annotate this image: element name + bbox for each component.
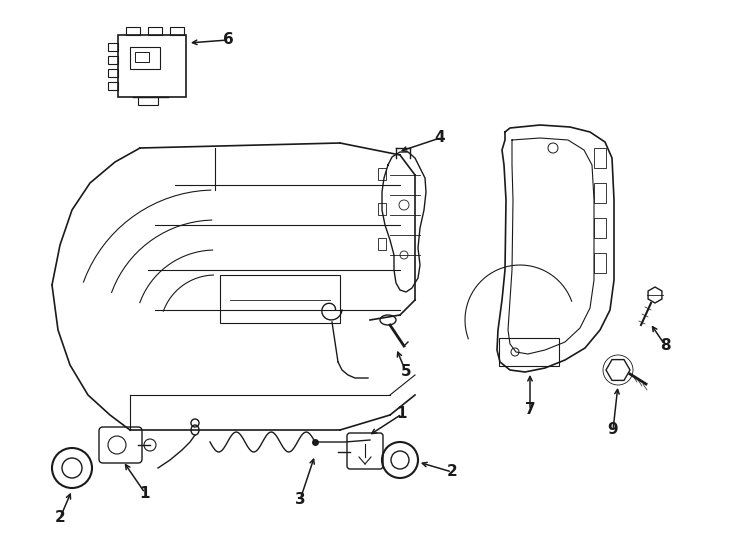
Bar [108,82,118,90]
Text: 5: 5 [401,364,411,380]
Bar [594,148,606,168]
Text: 2: 2 [54,510,65,525]
Text: 4: 4 [435,131,446,145]
Text: 1: 1 [397,407,407,422]
Bar [499,338,559,366]
Bar [378,238,386,250]
Bar [118,35,186,97]
Text: 2: 2 [446,464,457,480]
Bar [594,218,606,238]
Bar [378,203,386,215]
Bar [126,27,140,35]
Bar [220,275,340,323]
Text: 1: 1 [139,485,150,501]
Bar [108,69,118,77]
Bar [594,253,606,273]
Bar [108,56,118,64]
Bar [148,27,162,35]
Bar [130,47,160,69]
Text: 3: 3 [294,492,305,508]
Bar [170,27,184,35]
Text: 9: 9 [608,422,618,437]
Bar [594,183,606,203]
Text: 7: 7 [525,402,535,417]
Bar [135,52,149,62]
Text: 8: 8 [660,338,670,353]
Bar [378,168,386,180]
Bar [108,43,118,51]
Bar [138,97,158,105]
Text: 6: 6 [222,32,233,48]
